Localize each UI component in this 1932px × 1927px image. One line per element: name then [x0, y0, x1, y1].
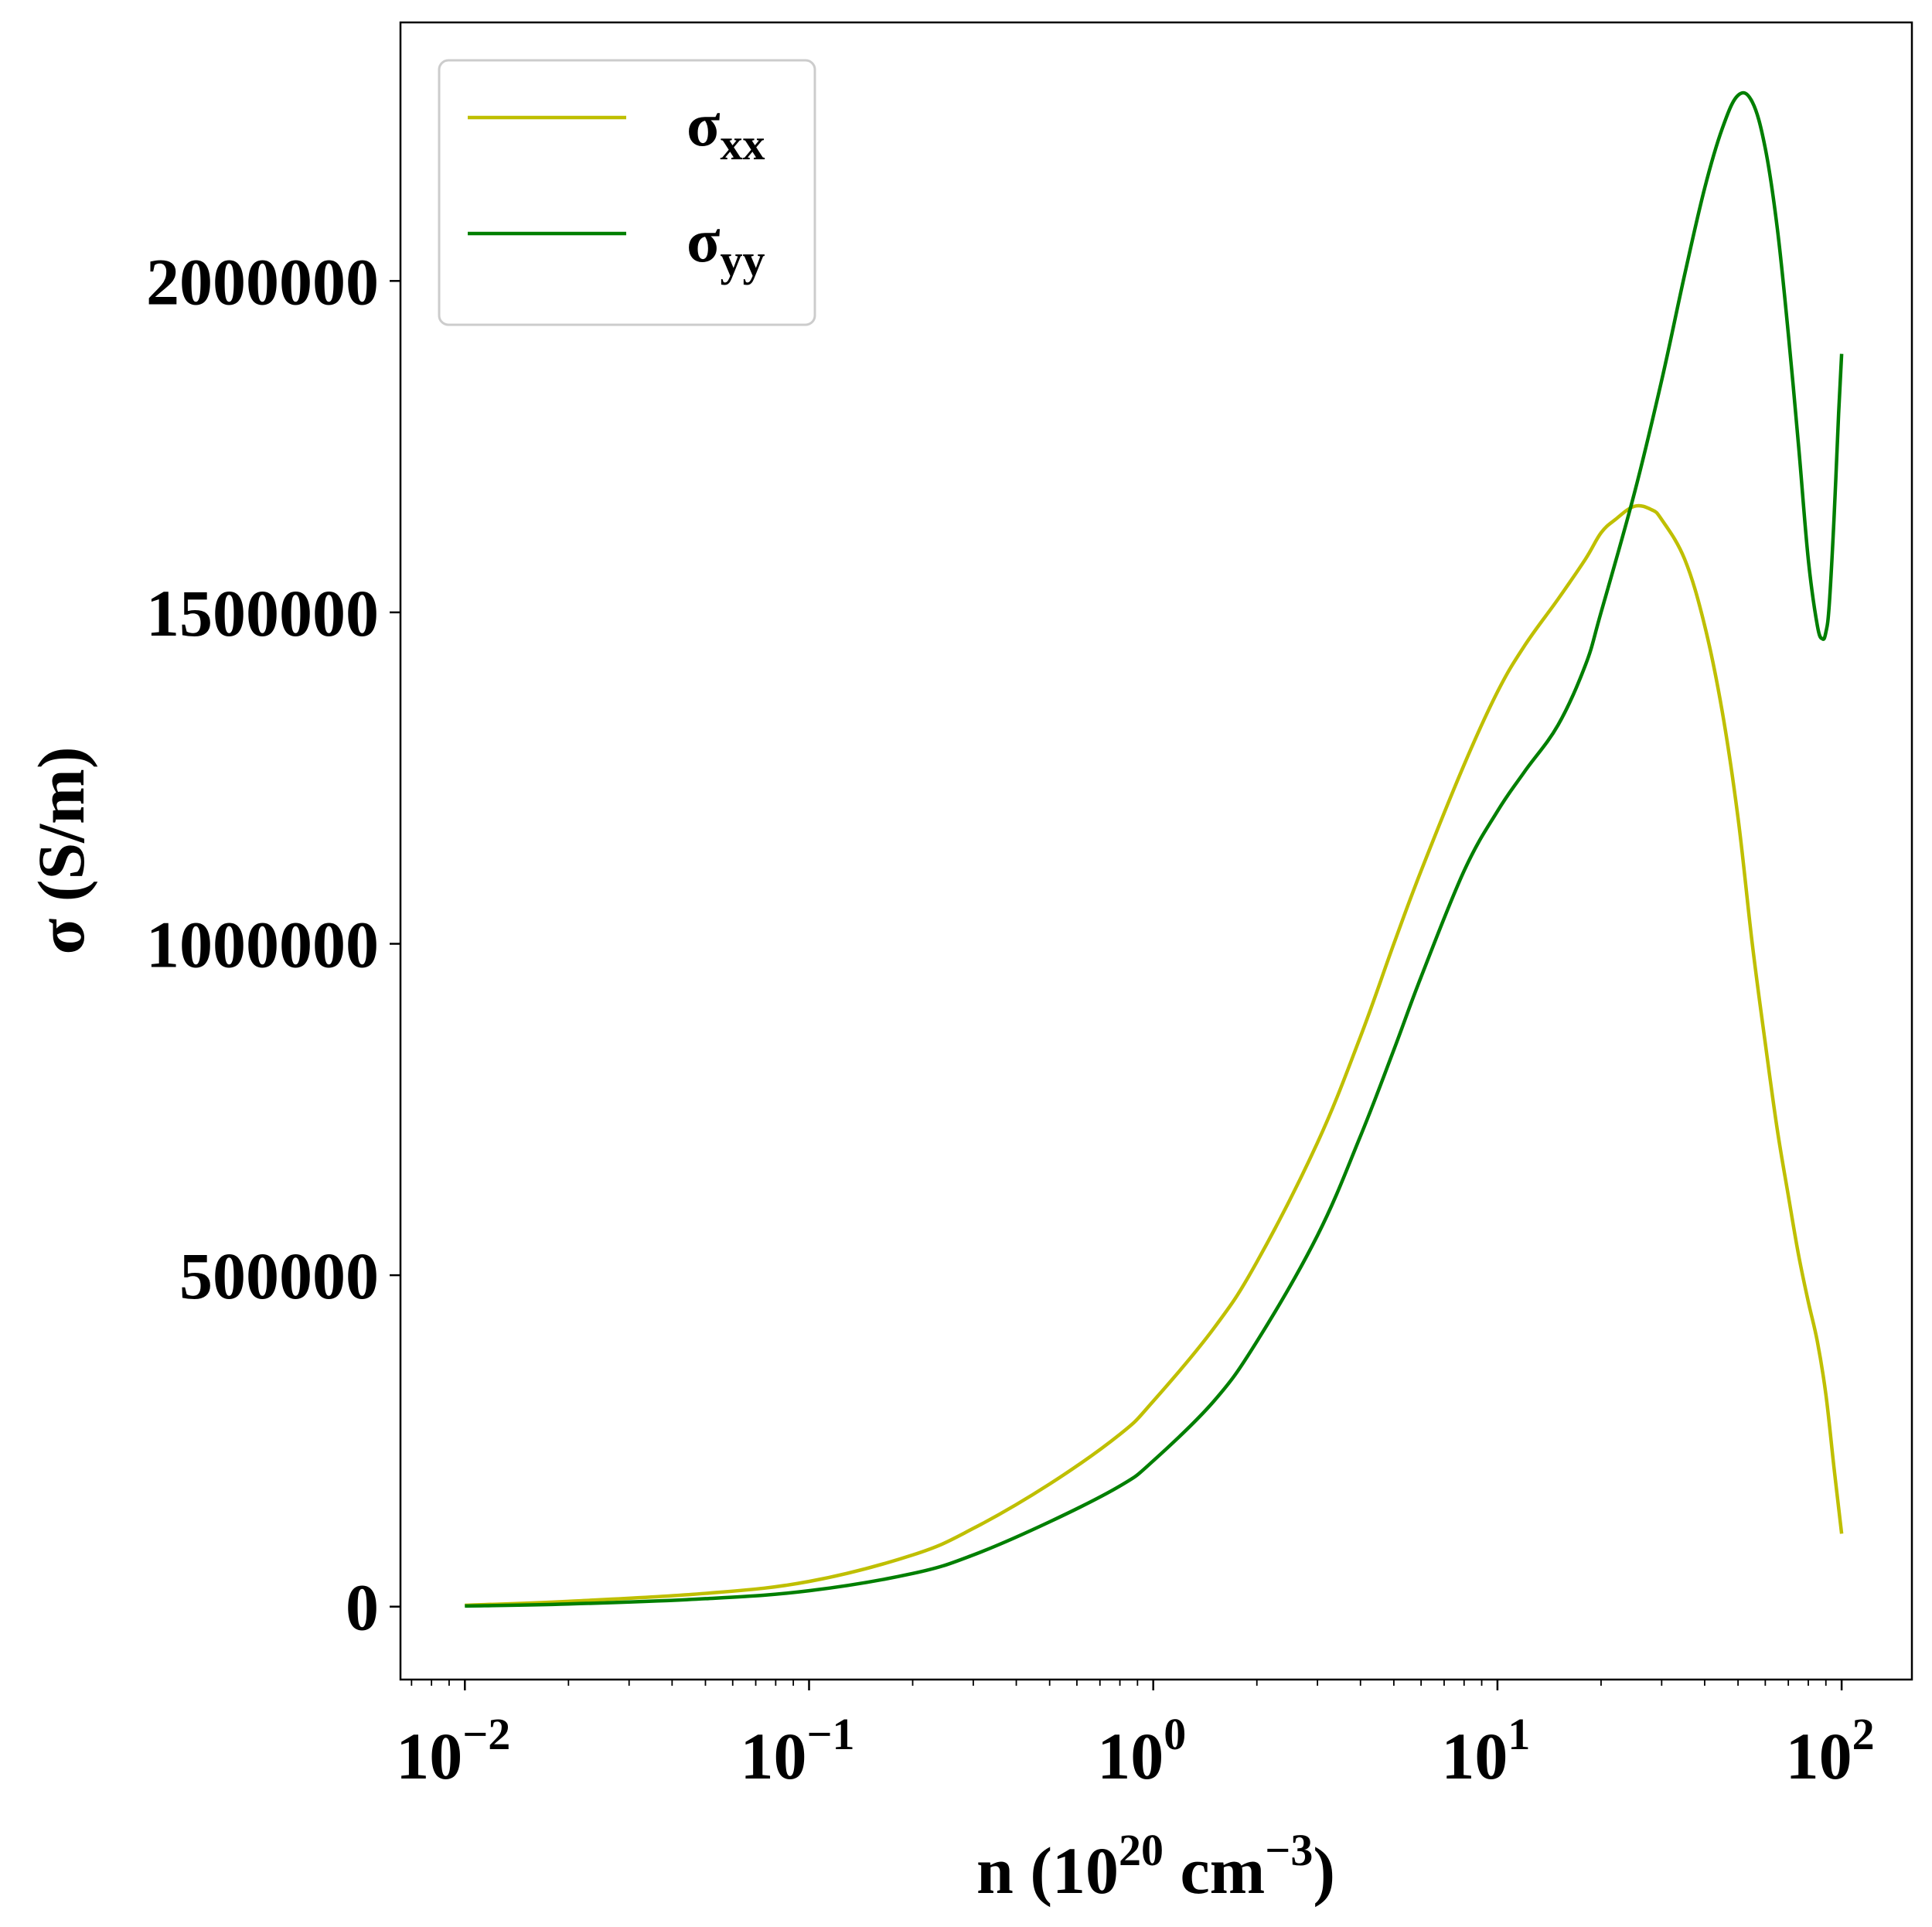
x-tick-label-exponent: −1 [806, 1709, 854, 1759]
x-tick-label-base: 10 [396, 1719, 462, 1793]
legend-label-yy: σyy [687, 207, 765, 285]
legend-label-yy-name: σ [687, 207, 721, 275]
x-axis-title-mid: cm [1164, 1833, 1265, 1908]
series-line-xx [465, 503, 1844, 1608]
y-tick-label: 2000000 [146, 244, 379, 319]
legend-label-xx: σxx [687, 91, 765, 169]
x-tick-label: 10−1 [740, 1709, 854, 1793]
y-axis: 0 500000 1000000 1500000 2000000 [146, 244, 400, 1645]
x-axis: 10−2 10−1 100 101 102 [396, 1680, 1875, 1793]
legend: σxx σyy [438, 59, 816, 326]
x-axis-title-sup1: 20 [1119, 1825, 1164, 1875]
y-axis-title: σ (S/m) [24, 747, 98, 955]
plot-frame [399, 21, 1913, 1681]
x-axis-title-sup2: −3 [1265, 1825, 1313, 1875]
x-tick-label-base: 10 [1441, 1719, 1508, 1793]
x-tick-label-exponent: 2 [1852, 1709, 1875, 1759]
x-tick-label: 10−2 [396, 1709, 510, 1793]
y-tick-label: 1500000 [146, 576, 379, 650]
x-tick-label-exponent: 1 [1508, 1709, 1530, 1759]
legend-label-xx-name: σ [687, 91, 721, 159]
x-axis-title-main: n (10 [976, 1833, 1119, 1908]
series-layer [465, 90, 1844, 1608]
x-tick-label-base: 10 [1786, 1719, 1852, 1793]
x-tick-label-base: 10 [1097, 1719, 1164, 1793]
x-tick-label: 100 [1097, 1709, 1186, 1793]
x-tick-label-exponent: −2 [462, 1709, 510, 1759]
legend-frame [438, 59, 816, 326]
x-tick-label-base: 10 [740, 1719, 806, 1793]
y-tick-label: 1000000 [146, 908, 379, 982]
y-tick-label: 0 [346, 1571, 379, 1645]
y-tick-label: 500000 [179, 1239, 379, 1313]
x-axis-title-end: ) [1313, 1833, 1335, 1908]
series-line-yy [465, 90, 1844, 1608]
x-tick-label: 102 [1786, 1709, 1875, 1793]
x-axis-title: n (1020 cm−3) [976, 1825, 1335, 1908]
x-tick-label-exponent: 0 [1164, 1709, 1186, 1759]
legend-label-yy-subscript: yy [721, 235, 765, 285]
legend-label-xx-subscript: xx [721, 119, 765, 169]
x-tick-label: 101 [1441, 1709, 1530, 1793]
